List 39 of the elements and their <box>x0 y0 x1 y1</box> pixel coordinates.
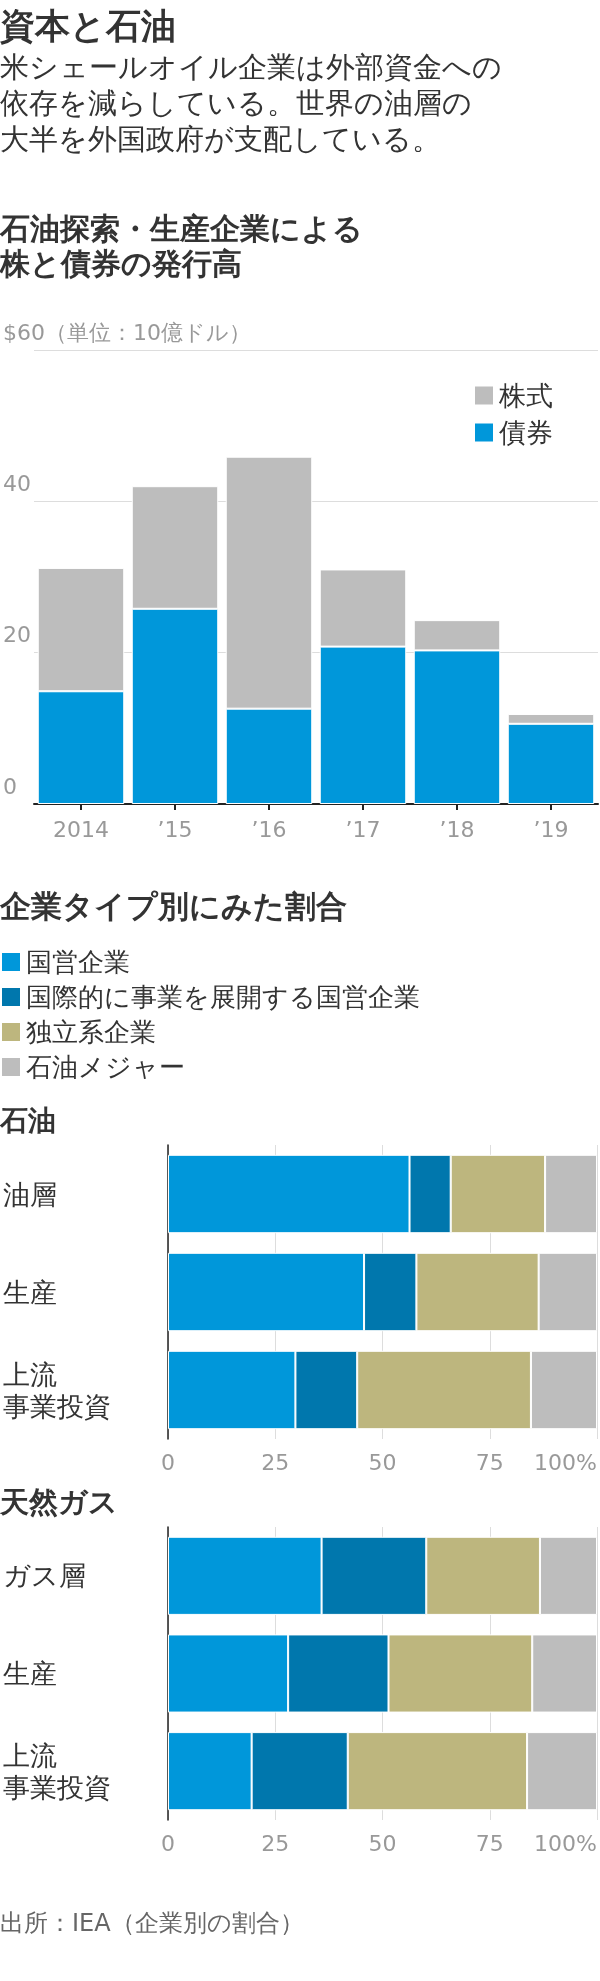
legend-label: 石油メジャー <box>26 1052 185 1082</box>
x-tick-label: ’18 <box>439 816 475 842</box>
text: 出所：IEA（企業別の割合） <box>0 1909 304 1937</box>
legend-label: 独立系企業 <box>26 1017 156 1047</box>
y-tick-label: 生産 <box>3 1658 57 1689</box>
x-tick-label: 0 <box>161 1830 175 1856</box>
y-tick-label: 0 <box>3 773 17 799</box>
chart-title: 資本と石油 <box>0 6 176 46</box>
y-tick-label: 生産 <box>3 1276 57 1308</box>
legend-label: 債券 <box>499 417 553 448</box>
x-tick-label: ’19 <box>533 816 569 842</box>
x-tick-label: 50 <box>368 1830 397 1856</box>
y-tick-label: $60（単位：10億ドル） <box>3 319 251 345</box>
chart-title: 天然ガス <box>0 1485 118 1519</box>
x-tick-label: 25 <box>261 1449 290 1475</box>
x-tick-label: 100% <box>534 1449 597 1475</box>
chart-title: 企業タイプ別にみた割合 <box>0 888 347 924</box>
x-tick-label: ’16 <box>251 816 287 842</box>
chart-subtitle: 石油 <box>0 1103 56 1137</box>
x-tick-label: 75 <box>475 1830 504 1856</box>
x-tick-label: 25 <box>261 1830 290 1856</box>
text: 石油探索・生産企業による株と債券の発行高 <box>0 211 363 281</box>
x-tick-label: 75 <box>475 1449 504 1475</box>
x-tick-label: ’17 <box>345 816 381 842</box>
legend-label: 国営企業 <box>26 947 130 977</box>
y-tick-label: 上流事業投資 <box>3 1358 111 1422</box>
x-tick-label: ’15 <box>157 816 193 842</box>
x-tick-label: 2014 <box>53 816 109 842</box>
legend-label: 株式 <box>498 380 553 411</box>
y-tick-label: 40 <box>3 470 31 496</box>
y-tick-label: ガス層 <box>3 1560 86 1592</box>
y-tick-label: 20 <box>3 622 31 648</box>
y-tick-label: 上流事業投資 <box>3 1739 111 1803</box>
legend-label: 国際的に事業を展開する国営企業 <box>26 982 420 1012</box>
x-tick-label: 100% <box>534 1830 597 1856</box>
y-tick-label: 油層 <box>3 1178 57 1210</box>
x-tick-label: 0 <box>161 1449 175 1475</box>
chart-subtitle: 米シェールオイル企業は外部資金への依存を減らしている。世界の油層の大半を外国政府が支配している。 <box>0 50 502 156</box>
x-tick-label: 50 <box>368 1449 397 1475</box>
